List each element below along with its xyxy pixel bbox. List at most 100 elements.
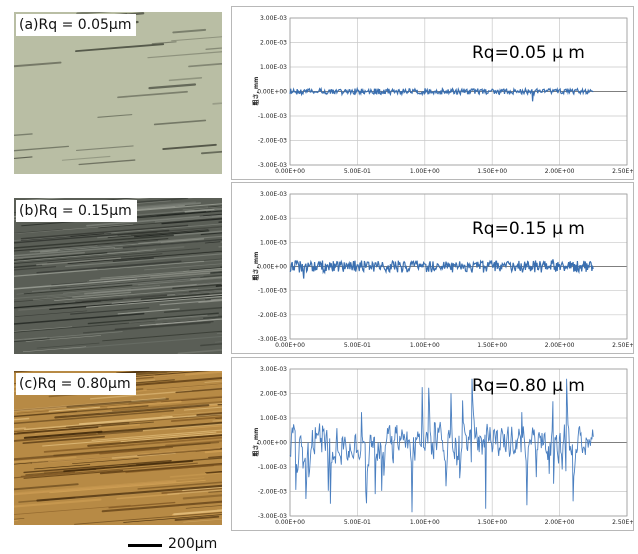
micrograph-streak — [89, 269, 222, 282]
micrograph-streak — [20, 471, 75, 477]
micrograph-streak — [14, 427, 26, 430]
x-tick-label: 1.00E+00 — [410, 342, 440, 349]
chart-b: 3.00E-03 2.00E-03 1.00E-03 0.00E+00 -1.00E-0… — [231, 182, 634, 354]
x-tick-label: 2.50E+00 — [612, 342, 633, 349]
micrograph-streak — [14, 442, 211, 460]
micrograph-streak — [182, 494, 222, 500]
micrograph-streak — [116, 492, 180, 500]
x-tick-label: 0.00E+00 — [275, 168, 305, 175]
micrograph-streak — [31, 277, 201, 293]
micrograph-streak — [36, 342, 100, 349]
micrograph-streak — [86, 295, 222, 308]
micrograph-b: (b)Rq = 0.15μm — [14, 198, 222, 354]
micrograph-streak — [205, 47, 222, 50]
micrograph-streak — [184, 208, 222, 213]
micrograph-streak — [107, 400, 182, 409]
micrograph-streak — [210, 298, 222, 301]
y-tick-label: -2.00E-03 — [258, 489, 287, 496]
micrograph-streak — [62, 285, 161, 294]
micrograph-streak — [148, 83, 197, 90]
micrograph-streak — [184, 259, 222, 264]
micrograph-streak — [128, 314, 219, 324]
micrograph-streak — [14, 252, 108, 261]
micrograph-streak — [168, 77, 203, 82]
x-tick-label: 2.50E+00 — [612, 519, 633, 526]
micrograph-streak — [204, 380, 222, 383]
micrograph-streak — [14, 426, 99, 435]
micrograph-streak — [81, 294, 168, 303]
micrograph-streak — [14, 249, 157, 262]
micrograph-streak — [65, 253, 222, 267]
y-tick-label: -1.00E-03 — [258, 464, 287, 471]
micrograph-streak — [14, 61, 62, 68]
micrograph-streak — [86, 278, 125, 283]
micrograph-streak — [22, 346, 87, 353]
micrograph-streak — [67, 250, 222, 264]
micrograph-streak — [203, 315, 222, 319]
micrograph-streak — [183, 406, 222, 411]
scale-bar — [128, 544, 162, 547]
micrograph-streak — [14, 461, 49, 465]
micrograph-streak — [200, 150, 222, 155]
micrograph-streak — [20, 224, 189, 240]
micrograph-streak — [134, 230, 210, 238]
micrograph-streak — [182, 206, 222, 211]
micrograph-streak — [144, 263, 222, 271]
micrograph-streak — [53, 441, 220, 457]
micrograph-streak — [23, 430, 103, 439]
micrograph-c: (c)Rq = 0.80μm — [14, 371, 222, 525]
y-tick-label: -1.00E-03 — [258, 113, 287, 120]
micrograph-streak — [210, 271, 222, 274]
micrograph-streak — [171, 36, 222, 42]
micrograph-streak — [14, 246, 115, 257]
micrograph-streak — [34, 464, 91, 470]
micrograph-streak — [111, 377, 222, 388]
micrograph-streak — [100, 267, 222, 279]
micrograph-streak — [204, 449, 222, 454]
profile-series-line — [289, 259, 594, 279]
micrograph-streak — [14, 462, 198, 479]
micrograph-streak — [190, 276, 222, 281]
micrograph-streak — [111, 293, 222, 305]
micrograph-streak — [22, 435, 105, 444]
micrograph-streak — [140, 293, 210, 300]
micrograph-background — [14, 12, 222, 174]
y-tick-label: 1.00E-03 — [260, 64, 287, 71]
micrograph-a-label: (a)Rq = 0.05μm — [16, 14, 137, 36]
micrograph-streak — [161, 410, 222, 417]
y-tick-label: 3.00E-03 — [260, 191, 287, 198]
micrograph-streak — [134, 210, 222, 219]
micrograph-streak — [42, 431, 217, 447]
micrograph-streak — [173, 509, 222, 516]
micrograph-streak — [200, 232, 222, 236]
micrograph-streak — [75, 43, 165, 53]
micrograph-streak — [137, 277, 222, 286]
micrograph-streak — [86, 214, 222, 227]
x-tick-label: 2.00E+00 — [545, 519, 575, 526]
micrograph-streak — [120, 433, 222, 443]
micrograph-streak — [161, 487, 222, 494]
micrograph-streak — [72, 458, 139, 465]
x-tick-label: 1.00E+00 — [410, 168, 440, 175]
micrograph-streak — [14, 296, 73, 303]
micrograph-streak — [14, 336, 48, 341]
micrograph-streak — [14, 405, 149, 418]
micrograph-streak — [57, 242, 161, 252]
y-tick-label: 0.00E+00 — [257, 264, 287, 271]
micrograph-streak — [36, 484, 222, 502]
micrograph-streak — [154, 215, 222, 223]
micrograph-streak — [14, 238, 169, 252]
micrograph-streak — [14, 266, 57, 271]
y-tick-label: -1.00E-03 — [258, 288, 287, 295]
micrograph-streak — [117, 226, 222, 236]
micrograph-streak — [183, 518, 222, 523]
y-tick-label: 2.00E-03 — [260, 40, 287, 47]
micrograph-streak — [14, 278, 138, 290]
micrograph-streak — [82, 322, 211, 334]
micrograph-streak — [19, 198, 65, 202]
micrograph-streak — [104, 223, 222, 234]
micrograph-streak — [212, 102, 222, 105]
x-tick-label: 2.00E+00 — [545, 168, 575, 175]
chart-b-svg: 3.00E-03 2.00E-03 1.00E-03 0.00E+00 -1.00E-0… — [252, 191, 633, 349]
micrograph-streak — [14, 477, 205, 494]
